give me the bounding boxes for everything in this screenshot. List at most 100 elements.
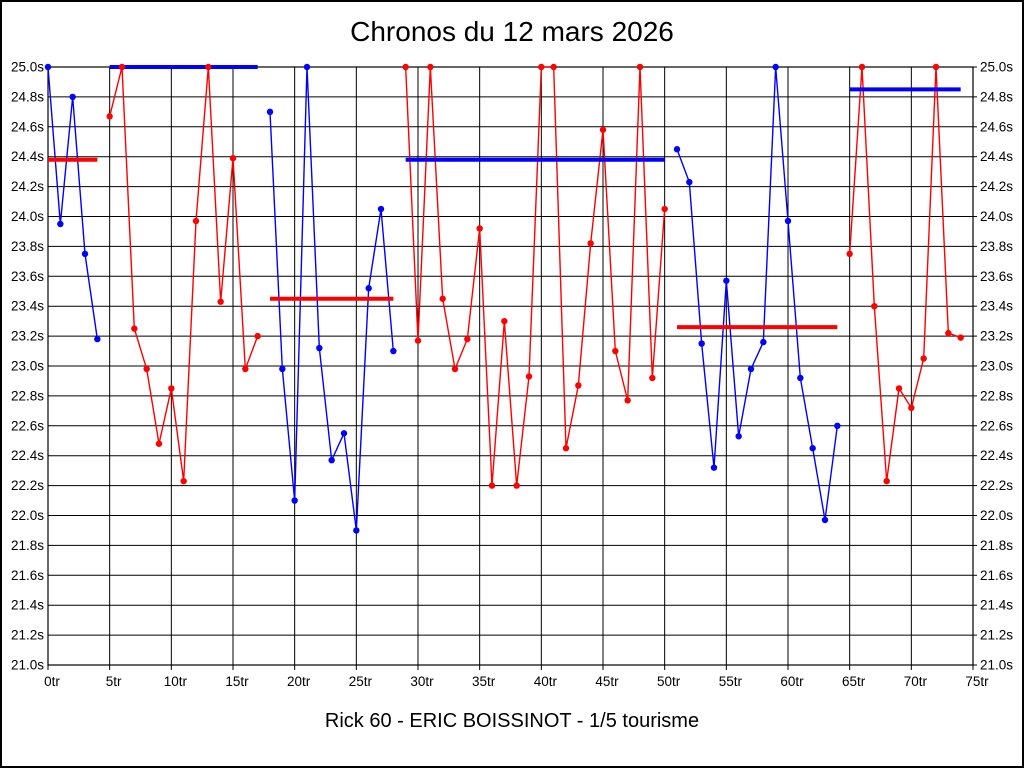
- stint-1-lap-point: [81, 250, 89, 258]
- stint-1-lap-point: [94, 335, 101, 343]
- y-axis-label-left: 21.6s: [11, 568, 44, 583]
- stint-6-lap-point: [908, 404, 915, 412]
- stint-4-lap-point: [476, 225, 483, 232]
- stint-2-lap-point: [192, 217, 200, 225]
- y-axis-label-left: 23.2s: [11, 329, 44, 344]
- x-axis-label: 60tr: [780, 674, 804, 689]
- x-axis-label: 25tr: [349, 674, 373, 689]
- y-axis-label-right: 21.0s: [980, 658, 1013, 673]
- stint-2-lap-point: [168, 385, 175, 392]
- stint-2-lap-point: [217, 298, 224, 305]
- y-axis-label-left: 22.6s: [11, 418, 44, 433]
- x-axis-label: 20tr: [287, 674, 311, 689]
- x-axis-label: 5tr: [106, 674, 122, 689]
- y-axis-label-left: 24.8s: [11, 89, 44, 104]
- stint-6-line: [848, 66, 961, 482]
- stint-3-lap-point: [353, 527, 360, 534]
- stint-5-lap-point: [735, 433, 742, 440]
- y-axis-label-right: 22.2s: [980, 478, 1013, 493]
- stint-1-lap-point: [44, 63, 52, 71]
- stint-2-lap-point: [242, 365, 249, 373]
- x-axis-label: 50tr: [657, 674, 681, 689]
- stint-1-lap-point: [69, 93, 76, 101]
- stint-3-lap-point: [303, 63, 311, 71]
- stint-6-lap-point: [932, 63, 940, 71]
- y-axis-label-right: 23.4s: [980, 299, 1013, 314]
- y-axis-label-left: 25.0s: [11, 60, 44, 75]
- y-axis-label-right: 21.2s: [980, 628, 1013, 643]
- y-axis-label-left: 21.8s: [11, 538, 44, 553]
- y-axis-label-left: 24.0s: [11, 209, 44, 224]
- stint-5-lap-point: [698, 340, 705, 347]
- y-axis-label-right: 23.0s: [980, 359, 1013, 374]
- y-axis-label-left: 23.8s: [11, 239, 44, 254]
- chart-title: Chronos du 12 mars 2026: [350, 16, 674, 47]
- stint-5-lap-point: [809, 445, 816, 452]
- stint-5-lap-point: [797, 374, 804, 382]
- y-axis-label-left: 24.6s: [11, 119, 44, 134]
- stint-6-lap-point: [858, 63, 866, 71]
- stint-6-lap-point: [957, 334, 964, 341]
- stint-5-lap-point: [747, 365, 755, 373]
- stint-4-lap-point: [599, 126, 607, 133]
- stint-4-lap-point: [451, 365, 459, 373]
- stint-6-lap-point: [895, 385, 903, 392]
- stint-2-line: [108, 66, 259, 482]
- stint-4-lap-point: [464, 335, 471, 343]
- stint-average-lines: [48, 65, 961, 330]
- x-axis-label: 15tr: [225, 674, 249, 689]
- y-axis-label-right: 24.8s: [980, 89, 1013, 104]
- y-axis-label-left: 22.4s: [11, 448, 44, 463]
- stint-5-line: [676, 66, 839, 521]
- stint-2-lap-point: [180, 477, 187, 485]
- y-axis-label-left: 23.0s: [11, 359, 44, 374]
- stint-2-lap-point: [254, 332, 261, 340]
- stint-4-lap-point: [562, 445, 570, 452]
- stint-4-line: [404, 66, 666, 486]
- stint-4-lap-point: [587, 240, 594, 247]
- stint-5-lap-point: [821, 516, 829, 524]
- stint-4-lap-point: [501, 317, 508, 325]
- y-axis-label-left: 24.2s: [11, 179, 44, 194]
- stint-3-lap-point: [377, 205, 385, 213]
- lap-markers: [44, 63, 964, 534]
- stint-4-lap-point: [414, 337, 422, 344]
- stint-4-lap-point: [525, 373, 533, 380]
- y-axis-label-left: 23.6s: [11, 269, 44, 284]
- stint-4-lap-point: [612, 347, 619, 355]
- x-axis-label: 35tr: [472, 674, 496, 689]
- stint-3-lap-point: [266, 108, 274, 116]
- y-axis-label-left: 22.0s: [11, 508, 44, 523]
- y-axis-label-left: 24.4s: [11, 149, 44, 164]
- y-axis-label-right: 22.8s: [980, 388, 1013, 403]
- y-axis-label-left: 22.8s: [11, 388, 44, 403]
- stint-6-lap-point: [871, 303, 878, 310]
- stint-4-lap-point: [661, 205, 668, 213]
- y-axis-label-right: 24.0s: [980, 209, 1013, 224]
- stint-3-lap-point: [328, 456, 335, 464]
- x-axis-label: 70tr: [904, 674, 928, 689]
- stint-5-lap-point: [834, 422, 841, 429]
- stint-4-lap-point: [513, 482, 520, 489]
- y-axis-label-right: 22.4s: [980, 448, 1013, 463]
- stint-5-lap-point: [710, 464, 718, 471]
- stint-4-lap-point: [427, 63, 434, 71]
- plot-border: [47, 66, 974, 666]
- x-axis-label: 75tr: [965, 674, 989, 689]
- y-axis-label-right: 21.4s: [980, 598, 1013, 613]
- y-axis-label-right: 23.8s: [980, 239, 1013, 254]
- y-axis-label-right: 24.4s: [980, 149, 1013, 164]
- stint-3-lap-point: [291, 497, 298, 504]
- stint-4-lap-point: [575, 382, 582, 389]
- y-axis-label-left: 22.2s: [11, 478, 44, 493]
- stint-6-lap-point: [846, 250, 853, 258]
- y-axis-label-left: 21.0s: [11, 658, 44, 673]
- x-axis-label: 10tr: [164, 674, 188, 689]
- stint-6-lap-point: [920, 355, 927, 362]
- stint-3-lap-point: [316, 344, 323, 352]
- stint-4-lap-point: [402, 63, 409, 71]
- stint-5-lap-point: [760, 338, 767, 346]
- y-axis-label-right: 22.0s: [980, 508, 1013, 523]
- stint-2-lap-point: [155, 440, 163, 447]
